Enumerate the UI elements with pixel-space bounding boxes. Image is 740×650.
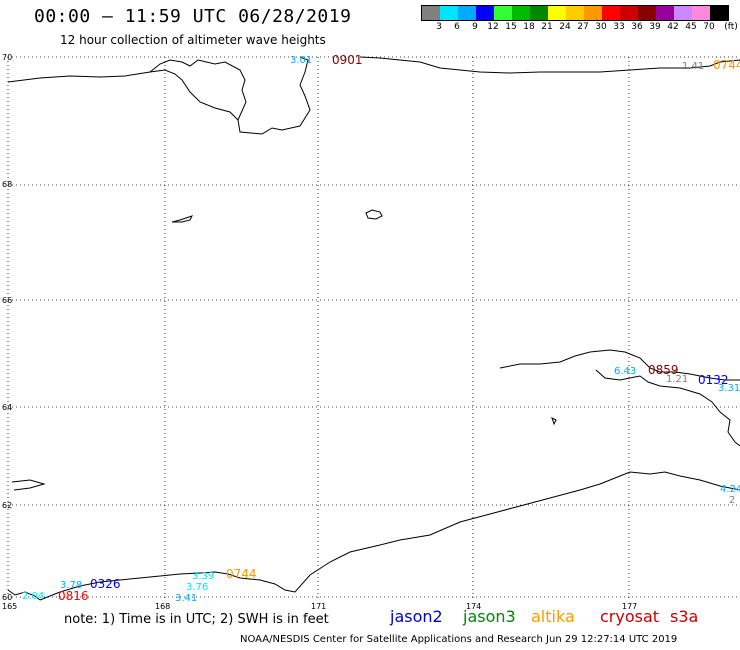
lon-label: 174 bbox=[466, 602, 481, 611]
wave-annotation: 4.24 bbox=[720, 484, 740, 495]
colorbar-swatch bbox=[440, 6, 458, 20]
wave-annotation: 0859 bbox=[648, 363, 679, 377]
island-1 bbox=[365, 209, 383, 220]
coastline-bay bbox=[7, 589, 41, 601]
lon-labels: 165 168 171 174 177 bbox=[2, 602, 637, 611]
wave-annotation: 0132 bbox=[698, 373, 729, 387]
wave-annotation: 0744 bbox=[226, 567, 257, 581]
lat-label: 68 bbox=[2, 180, 12, 189]
colorbar-swatch bbox=[638, 6, 656, 20]
page-subtitle: 12 hour collection of altimeter wave hei… bbox=[60, 33, 326, 47]
colorbar-label: 30 bbox=[595, 22, 607, 32]
colorbar-swatch bbox=[656, 6, 674, 20]
footer-credit: NOAA/NESDIS Center for Satellite Applica… bbox=[240, 634, 678, 645]
colorbar-swatch bbox=[422, 6, 440, 20]
colorbar-labels: 3 6 9 12 15 18 21 24 27 30 33 36 39 42 45 70 (ft) bbox=[421, 22, 740, 34]
colorbar-label: 45 bbox=[685, 22, 697, 32]
lon-label: 171 bbox=[311, 602, 326, 611]
wave-annotation: 3.78 bbox=[60, 580, 82, 591]
lat-label: 60 bbox=[2, 593, 12, 602]
coastline-main bbox=[39, 471, 740, 601]
colorbar-label: 6 bbox=[454, 22, 460, 32]
colorbar-swatch bbox=[548, 6, 566, 20]
wave-annotation: 1.21 bbox=[666, 374, 688, 385]
coastline-inlet bbox=[149, 69, 239, 121]
wave-annotation: 0326 bbox=[90, 577, 121, 591]
wave-annotations: 0901 3.01 0744 1.41 0859 0132 1.21 3.31 6.43 4.24… bbox=[22, 53, 740, 604]
page-title: 00:00 – 11:59 UTC 06/28/2019 bbox=[34, 6, 352, 27]
lat-label: 70 bbox=[2, 53, 12, 62]
lon-label: 177 bbox=[622, 602, 637, 611]
colorbar-label: 21 bbox=[541, 22, 553, 32]
colorbar-swatch bbox=[512, 6, 530, 20]
colorbar-label: 9 bbox=[472, 22, 478, 32]
colorbar-label: 3 bbox=[436, 22, 442, 32]
wave-annotation: 3.76 bbox=[186, 582, 208, 593]
wave-annotation: 2.04 bbox=[22, 591, 44, 602]
legend-item-altika: altika bbox=[531, 607, 575, 626]
coastline-arctic bbox=[359, 56, 740, 74]
colorbar-swatch bbox=[494, 6, 512, 20]
colorbar-swatch bbox=[710, 6, 728, 20]
wave-annotation: 0744 bbox=[713, 58, 740, 72]
colorbar-swatch bbox=[584, 6, 602, 20]
wave-annotation: 2 bbox=[729, 495, 735, 506]
legend-item-s3a: s3a bbox=[670, 607, 699, 626]
colorbar-label: 27 bbox=[577, 22, 589, 32]
graticule bbox=[7, 56, 740, 600]
colorbar-label: 39 bbox=[649, 22, 661, 32]
colorbar-swatch bbox=[530, 6, 548, 20]
coastline-chukotka bbox=[7, 56, 311, 135]
wave-annotation: 1.41 bbox=[682, 61, 704, 72]
colorbar-label: 24 bbox=[559, 22, 571, 32]
island-3 bbox=[551, 417, 557, 426]
wave-annotation: 3.39 bbox=[192, 571, 214, 582]
lat-label: 62 bbox=[2, 501, 12, 510]
legend-item-jason2: jason2 bbox=[390, 607, 443, 626]
colorbar-label: (ft) bbox=[724, 22, 738, 32]
coastline-alaska-south bbox=[595, 369, 740, 447]
wave-annotation: 3.41 bbox=[175, 593, 197, 604]
colorbar-label: 42 bbox=[667, 22, 679, 32]
lon-label: 168 bbox=[155, 602, 170, 611]
wave-annotation: 3.01 bbox=[290, 55, 312, 66]
island-2 bbox=[171, 215, 193, 223]
legend-item-jason3: jason3 bbox=[463, 607, 516, 626]
colorbar-swatch bbox=[674, 6, 692, 20]
colorbar-swatch bbox=[602, 6, 620, 20]
wave-annotation: 0816 bbox=[58, 589, 89, 603]
wave-height-colorbar bbox=[421, 5, 729, 21]
coastline-west-spit bbox=[11, 479, 46, 491]
wave-annotation: 3.31 bbox=[718, 383, 740, 394]
colorbar-swatch bbox=[692, 6, 710, 20]
colorbar-swatch bbox=[620, 6, 638, 20]
coastline-alaska-peninsula bbox=[499, 349, 740, 381]
lat-label: 66 bbox=[2, 296, 12, 305]
colorbar-label: 18 bbox=[523, 22, 535, 32]
colorbar-label: 36 bbox=[631, 22, 643, 32]
colorbar-label: 15 bbox=[505, 22, 517, 32]
colorbar-label: 33 bbox=[613, 22, 625, 32]
colorbar-label: 70 bbox=[703, 22, 715, 32]
wave-annotation: 6.43 bbox=[614, 366, 636, 377]
colorbar-swatch bbox=[566, 6, 584, 20]
legend-item-cryosat: cryosat bbox=[600, 607, 660, 626]
lat-labels: 70 68 66 64 62 60 bbox=[2, 53, 12, 602]
note-text: note: 1) Time is in UTC; 2) SWH is in fe… bbox=[64, 612, 329, 627]
lat-label: 64 bbox=[2, 403, 12, 412]
wave-annotation: 0901 bbox=[332, 53, 363, 67]
colorbar-swatch bbox=[476, 6, 494, 20]
lon-label: 165 bbox=[2, 602, 17, 611]
colorbar-swatch bbox=[458, 6, 476, 20]
coastlines bbox=[7, 56, 740, 601]
colorbar-label: 12 bbox=[487, 22, 499, 32]
